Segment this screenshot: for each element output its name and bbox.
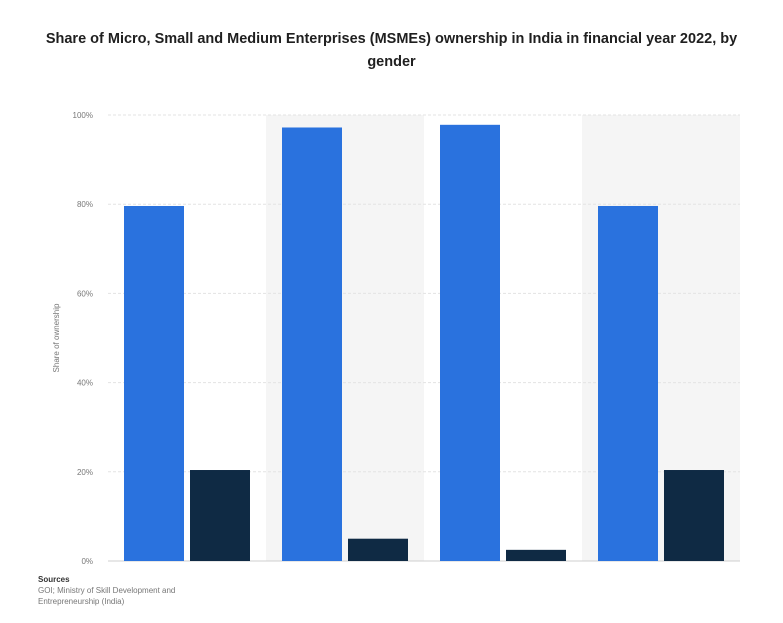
y-tick-label: 0% bbox=[81, 557, 93, 566]
y-tick-label: 20% bbox=[77, 468, 93, 477]
source-title: Sources bbox=[38, 575, 70, 584]
bar-series2-cat2 bbox=[348, 538, 408, 561]
bar-series1-cat3 bbox=[440, 124, 500, 561]
bar-series1-cat4 bbox=[598, 205, 658, 561]
source-note: Sources GOI; Ministry of Skill Developme… bbox=[38, 574, 175, 607]
bar-series2-cat3 bbox=[506, 549, 566, 561]
y-axis-label: Share of ownership bbox=[52, 303, 61, 372]
y-tick-label: 80% bbox=[77, 200, 93, 209]
bar-series1-cat1 bbox=[124, 205, 184, 561]
y-tick-label: 60% bbox=[77, 289, 93, 298]
y-tick-label: 40% bbox=[77, 379, 93, 388]
y-tick-label: 100% bbox=[73, 111, 93, 120]
source-line-1: GOI; Ministry of Skill Development and bbox=[38, 586, 176, 595]
bar-series2-cat1 bbox=[190, 470, 250, 561]
bar-series2-cat4 bbox=[664, 470, 724, 561]
chart-title: Share of Micro, Small and Medium Enterpr… bbox=[45, 31, 738, 70]
bar-series1-cat2 bbox=[282, 127, 342, 561]
source-line-2: Entrepreneurship (India) bbox=[38, 597, 125, 606]
